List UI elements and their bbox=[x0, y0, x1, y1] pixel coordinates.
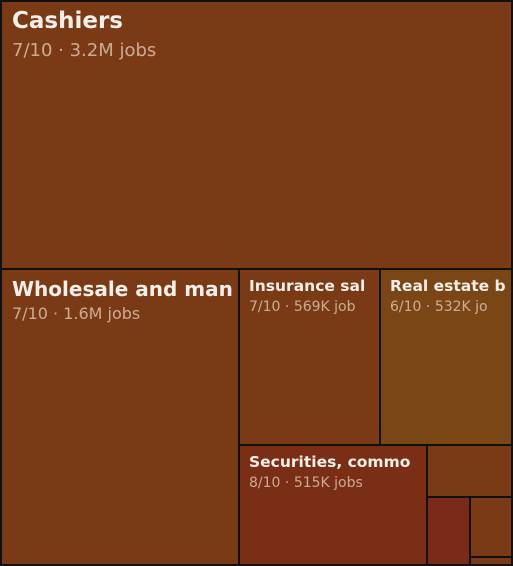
tile-jobs: 569K job bbox=[293, 299, 356, 315]
tile-label: Real estate b bbox=[390, 277, 506, 295]
treemap-tile[interactable]: Wholesale and man 7/10 · 1.6M jobs bbox=[0, 268, 240, 566]
tile-label: Insurance sal bbox=[249, 277, 366, 295]
tile-sublabel: 6/10 · 532K jo bbox=[390, 299, 488, 315]
treemap-tile[interactable]: Real estate b 6/10 · 532K jo bbox=[379, 268, 513, 446]
treemap-tile[interactable]: Cashiers 7/10 · 3.2M jobs bbox=[0, 0, 513, 270]
treemap-tile[interactable] bbox=[426, 496, 471, 566]
tile-sublabel: 8/10 · 515K jobs bbox=[249, 475, 363, 491]
tile-sublabel: 7/10 · 569K job bbox=[249, 299, 356, 315]
tile-sublabel: 7/10 · 3.2M jobs bbox=[12, 40, 156, 61]
tile-score: 6/10 bbox=[390, 299, 422, 315]
separator-dot: · bbox=[280, 299, 294, 315]
tile-label: Cashiers bbox=[12, 8, 123, 34]
tile-score: 7/10 bbox=[12, 40, 53, 61]
tile-score: 7/10 bbox=[12, 304, 48, 323]
separator-dot: · bbox=[280, 475, 294, 491]
treemap-tile[interactable] bbox=[469, 496, 513, 558]
separator-dot: · bbox=[47, 304, 64, 323]
tile-jobs: 3.2M jobs bbox=[69, 40, 157, 61]
treemap-tile[interactable]: Securities, commo 8/10 · 515K jobs bbox=[238, 444, 428, 566]
tile-sublabel: 7/10 · 1.6M jobs bbox=[12, 304, 140, 323]
tile-label: Securities, commo bbox=[249, 453, 411, 471]
tile-jobs: 515K jobs bbox=[293, 475, 363, 491]
tile-score: 7/10 bbox=[249, 299, 281, 315]
tile-jobs: 1.6M jobs bbox=[63, 304, 141, 323]
treemap-tile[interactable]: Insurance sal 7/10 · 569K job bbox=[238, 268, 381, 446]
separator-dot: · bbox=[52, 40, 70, 61]
tile-label: Wholesale and man bbox=[12, 277, 233, 301]
tile-jobs: 532K jo bbox=[434, 299, 488, 315]
treemap-tile[interactable] bbox=[426, 444, 513, 498]
separator-dot: · bbox=[421, 299, 435, 315]
treemap-tile[interactable] bbox=[469, 556, 513, 566]
tile-score: 8/10 bbox=[249, 475, 281, 491]
